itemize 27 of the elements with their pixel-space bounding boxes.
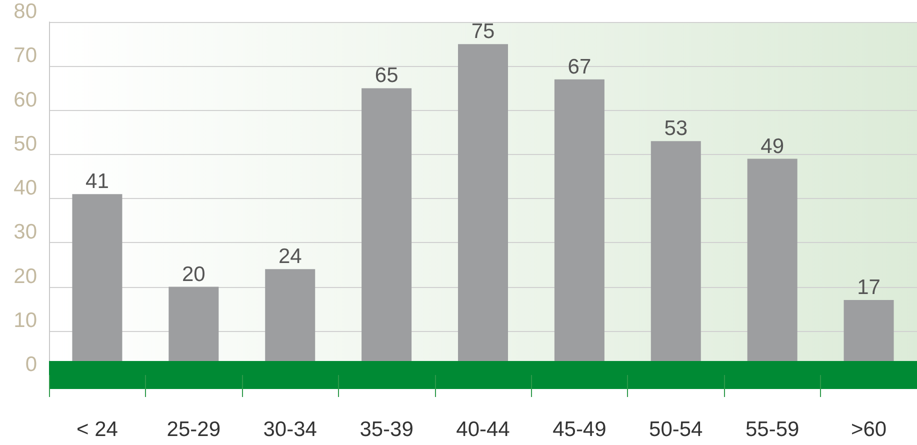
y-tick-label: 0: [25, 353, 37, 376]
y-tick-label: 10: [14, 308, 37, 332]
data-label: 65: [374, 64, 398, 88]
x-tick-label: 25-29: [166, 418, 221, 441]
data-label: 53: [664, 117, 688, 140]
x-tick-label: 30-34: [263, 418, 318, 441]
data-label: 41: [86, 170, 109, 194]
y-tick-label: 60: [14, 88, 37, 112]
x-tick-label: 45-49: [552, 418, 606, 441]
x-tick-label: 55-59: [745, 418, 800, 441]
y-tick-label: 70: [14, 44, 37, 68]
data-label: 20: [182, 262, 206, 286]
data-label: 17: [857, 276, 880, 299]
x-tick-label: 50-54: [649, 418, 704, 441]
x-tick-label: < 24: [76, 418, 118, 441]
y-tick-label: 80: [14, 0, 37, 23]
y-tick-label: 50: [14, 132, 37, 156]
y-tick-label: 30: [14, 220, 37, 244]
x-tick-label: 35-39: [360, 418, 414, 441]
data-label: 49: [760, 134, 784, 158]
data-label: 67: [568, 55, 592, 78]
y-tick-label: 40: [14, 176, 37, 200]
data-label: 24: [278, 245, 302, 268]
x-tick-label: 40-44: [456, 418, 510, 441]
x-tick-label: >60: [850, 418, 887, 441]
y-tick-label: 20: [14, 264, 37, 288]
data-label: 75: [471, 20, 495, 44]
